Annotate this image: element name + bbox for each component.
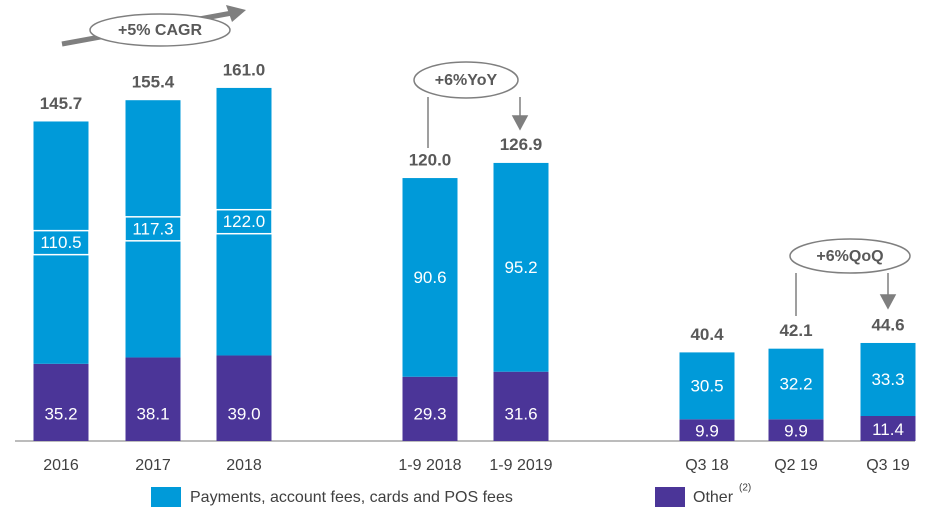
segment-label: 30.5: [690, 376, 723, 395]
label-box: [124, 216, 182, 242]
qoq-annotation: [789, 238, 911, 316]
bar-segment: [125, 100, 181, 358]
label-box: [215, 208, 273, 235]
bar-segment: [33, 363, 89, 441]
bar-segment: [493, 162, 549, 372]
segment-label: 29.3: [413, 404, 446, 423]
total-label: 40.4: [690, 325, 724, 344]
annotation: +5% CAGR: [118, 22, 202, 39]
total-label: 120.0: [409, 150, 452, 169]
total-label: 161.0: [223, 60, 266, 79]
segment-label: 90.6: [413, 268, 446, 287]
legend-swatch: [151, 487, 181, 507]
x-tick-label: Q2 19: [774, 457, 818, 474]
annotation: +6%YoY: [435, 72, 498, 89]
label-box: [32, 229, 90, 256]
x-tick-label: 2018: [226, 457, 262, 474]
segment-label: 38.1: [136, 404, 169, 423]
x-tick-label: Q3 19: [866, 457, 910, 474]
bar-segment: [768, 419, 824, 441]
total-label: 126.9: [500, 135, 543, 154]
bar-segment: [402, 178, 458, 377]
bar-segment: [860, 415, 916, 441]
x-tick-label: 1-9 2018: [398, 457, 461, 474]
annotation: +6%QoQ: [816, 248, 883, 265]
segment-label: 39.0: [227, 404, 260, 423]
bar-segment: [679, 419, 735, 441]
legend-swatch: [655, 487, 685, 507]
bar-segment: [679, 352, 735, 420]
bar-segment: [125, 357, 181, 441]
segment-label: 95.2: [504, 258, 537, 277]
x-tick-label: 2017: [135, 457, 171, 474]
bar-segment: [216, 87, 272, 356]
total-label: 155.4: [132, 73, 175, 92]
legend-label: Other: [693, 489, 734, 506]
x-tick-label: Q3 18: [685, 457, 729, 474]
segment-label: 11.4: [872, 420, 904, 439]
bar-segment: [768, 348, 824, 420]
bar-segment: [860, 342, 916, 416]
legend-label: Payments, account fees, cards and POS fe…: [190, 489, 513, 506]
x-tick-label: 2016: [43, 457, 79, 474]
segment-label: 33.3: [871, 370, 904, 389]
segment-label: 35.2: [44, 404, 77, 423]
segment-label: 31.6: [504, 404, 537, 423]
cagr-annotation: +5% CAGR: [61, 5, 246, 47]
yoy-annotation: [413, 61, 529, 148]
total-label: 44.6: [871, 316, 904, 335]
segment-label: 117.3: [132, 219, 173, 238]
segment-label: 122.0: [223, 212, 266, 231]
bar-segment: [402, 376, 458, 441]
total-label: 145.7: [40, 94, 83, 113]
bar-segment: [493, 371, 549, 441]
segment-label: 9.9: [784, 422, 808, 441]
segment-label: 110.5: [40, 233, 81, 252]
bar-segment: [33, 121, 89, 364]
total-label: 42.1: [779, 321, 812, 340]
bar-segment: [216, 355, 272, 441]
segment-label: 9.9: [695, 422, 719, 441]
x-tick-label: 1-9 2019: [489, 457, 552, 474]
segment-label: 32.2: [779, 374, 812, 393]
legend-footnote: (2): [739, 483, 751, 494]
